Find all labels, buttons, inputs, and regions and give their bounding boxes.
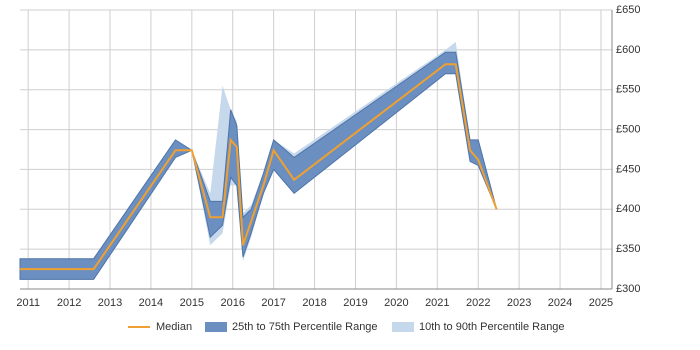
y-tick-label: £300: [616, 283, 640, 295]
y-tick-label: £500: [616, 123, 640, 135]
x-tick-label: 2014: [139, 297, 163, 309]
median-line: [20, 63, 498, 271]
y-tick-label: £450: [616, 163, 640, 175]
legend-label: Median: [156, 321, 192, 333]
x-tick-label: 2021: [425, 297, 449, 309]
x-tick-label: 2023: [507, 297, 531, 309]
y-tick-label: £600: [616, 44, 640, 56]
legend-swatch: [205, 322, 227, 332]
percentile-band: [19, 51, 498, 280]
x-tick-label: 2022: [466, 297, 490, 309]
legend-label: 25th to 75th Percentile Range: [232, 321, 378, 333]
y-tick-label: £550: [616, 84, 640, 96]
x-tick-label: 2018: [302, 297, 326, 309]
legend-label: 10th to 90th Percentile Range: [419, 321, 565, 333]
x-tick-label: 2016: [221, 297, 245, 309]
x-tick-label: 2017: [261, 297, 285, 309]
x-tick-label: 2013: [98, 297, 122, 309]
x-tick-label: 2020: [384, 297, 408, 309]
x-tick-label: 2019: [343, 297, 367, 309]
x-tick-label: 2015: [180, 297, 204, 309]
x-tick-label: 2011: [16, 297, 40, 309]
x-tick-label: 2012: [57, 297, 81, 309]
y-tick-label: £400: [616, 203, 640, 215]
x-tick-label: 2024: [548, 297, 572, 309]
x-tick-label: 2025: [589, 297, 613, 309]
legend-swatch: [392, 322, 414, 332]
y-tick-label: £650: [616, 4, 640, 16]
y-tick-label: £350: [616, 243, 640, 255]
